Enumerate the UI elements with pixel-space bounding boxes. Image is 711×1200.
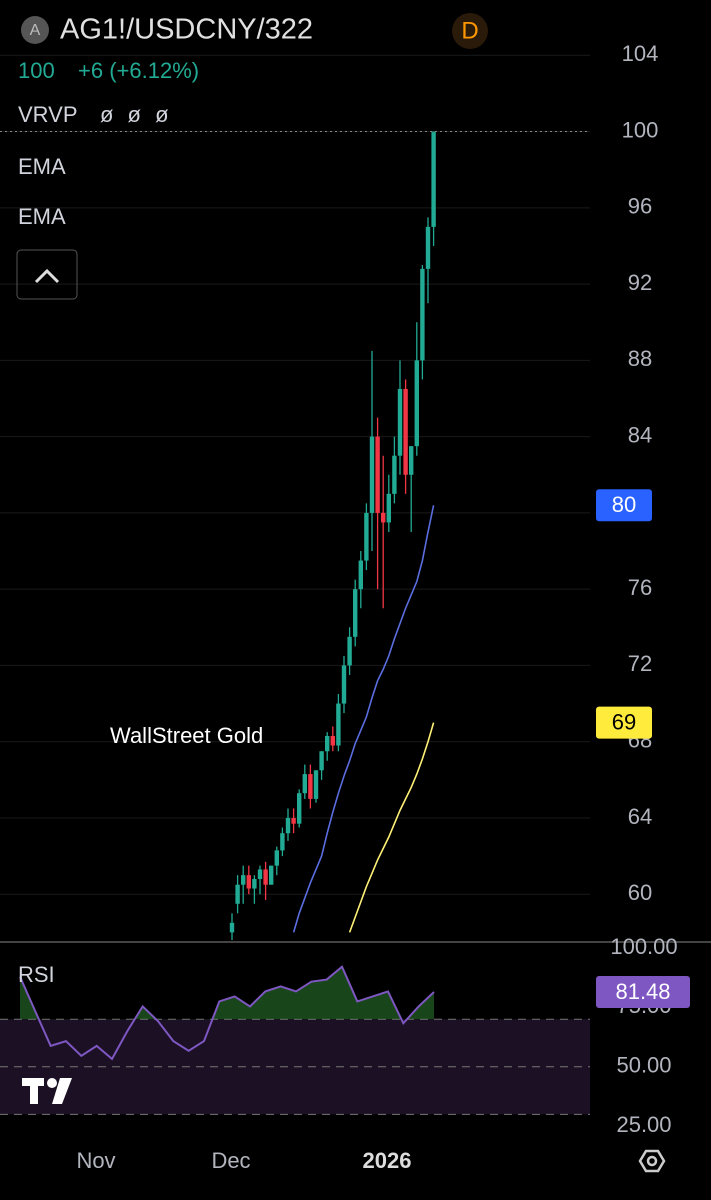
candle-body <box>425 226 431 269</box>
candle-body <box>319 751 324 771</box>
y-tick-label: 72 <box>628 651 652 676</box>
rsi-pane <box>0 965 590 1115</box>
y-tick-label: 76 <box>628 575 652 600</box>
y-tick-label: 104 <box>622 41 659 66</box>
candle-body <box>263 869 268 885</box>
candle-body <box>369 436 375 513</box>
chevron-icon <box>34 268 60 284</box>
candle-body <box>397 388 403 456</box>
candle-body <box>302 774 307 794</box>
y-tick-label: 88 <box>628 346 652 371</box>
change: +6 (+6.12%) <box>78 58 199 83</box>
symbol-icon <box>21 16 49 44</box>
annotation: WallStreet Gold <box>110 723 263 748</box>
candle-body <box>246 875 251 889</box>
candle-body <box>229 922 235 933</box>
candle-body <box>291 817 296 824</box>
candle-body <box>381 512 386 523</box>
y2-tick-label: 25.00 <box>616 1112 671 1137</box>
price-tag <box>596 706 652 739</box>
candle-body <box>297 793 302 824</box>
candle-body <box>308 774 313 799</box>
y-tick-label: 100 <box>622 117 659 142</box>
candle-body <box>375 436 380 513</box>
rsi-overbought-fill <box>20 966 434 1020</box>
candle-body <box>364 512 369 561</box>
candle-body <box>274 850 279 866</box>
x-tick-label: 2026 <box>363 1148 412 1173</box>
interval: D <box>461 17 478 44</box>
vrvp: VRVP <box>18 102 78 127</box>
candle-body <box>269 865 274 885</box>
price-tag <box>596 489 652 522</box>
icon-text: A <box>30 22 41 39</box>
y-tick-label: 84 <box>628 422 652 447</box>
y-tick-label: 96 <box>628 194 652 219</box>
collapse-button[interactable] <box>16 249 78 300</box>
y-tick-label: 64 <box>628 804 652 829</box>
candle-body <box>235 884 240 904</box>
y2-tick-label: 100.00 <box>610 934 677 959</box>
candle-body <box>392 455 397 494</box>
candle-body <box>336 703 341 746</box>
rsi-tag <box>596 975 690 1008</box>
candle-body <box>325 735 330 752</box>
y-tick-label: 60 <box>628 880 652 905</box>
y2-tick-label: 50.00 <box>616 1053 671 1078</box>
rsi-line <box>19 965 435 1061</box>
price-tag-label: 80 <box>612 492 636 517</box>
candle-body <box>280 833 285 851</box>
settings-icon[interactable] <box>638 1149 666 1173</box>
candle-body <box>409 446 414 475</box>
candle-body <box>285 817 291 834</box>
tv-logo <box>22 1078 72 1104</box>
rsi-legend: RSI <box>18 962 55 987</box>
ema-line <box>348 722 435 933</box>
price: 100 <box>18 58 55 83</box>
candle-body <box>330 735 335 746</box>
ema-line <box>292 505 435 933</box>
candle-body <box>386 493 391 523</box>
vrvp-params: ø ø ø <box>100 102 173 127</box>
candle-body <box>431 131 436 227</box>
candle-body <box>358 560 363 590</box>
plot <box>229 131 436 940</box>
candle-body <box>341 665 347 704</box>
x-tick-label: Dec <box>211 1148 250 1173</box>
x-tick-label: Nov <box>76 1148 115 1173</box>
candle-body <box>414 360 419 447</box>
candle-body <box>353 589 358 637</box>
candle-body <box>252 878 257 889</box>
price-tag-label: 69 <box>612 709 636 734</box>
candle-body <box>257 869 263 879</box>
interval-icon <box>452 13 488 49</box>
legend-ema: EMA <box>18 154 66 179</box>
candle-body <box>241 875 246 885</box>
candle-body <box>420 268 425 361</box>
candle-body <box>347 636 352 666</box>
legend-ema: EMA <box>18 204 66 229</box>
y-tick-label: 92 <box>628 270 652 295</box>
rsi-tag-label: 81.48 <box>615 979 670 1004</box>
symbol: AG1!/USDCNY/322 <box>60 14 313 46</box>
candle-body <box>313 770 319 799</box>
candle-body <box>403 388 408 475</box>
